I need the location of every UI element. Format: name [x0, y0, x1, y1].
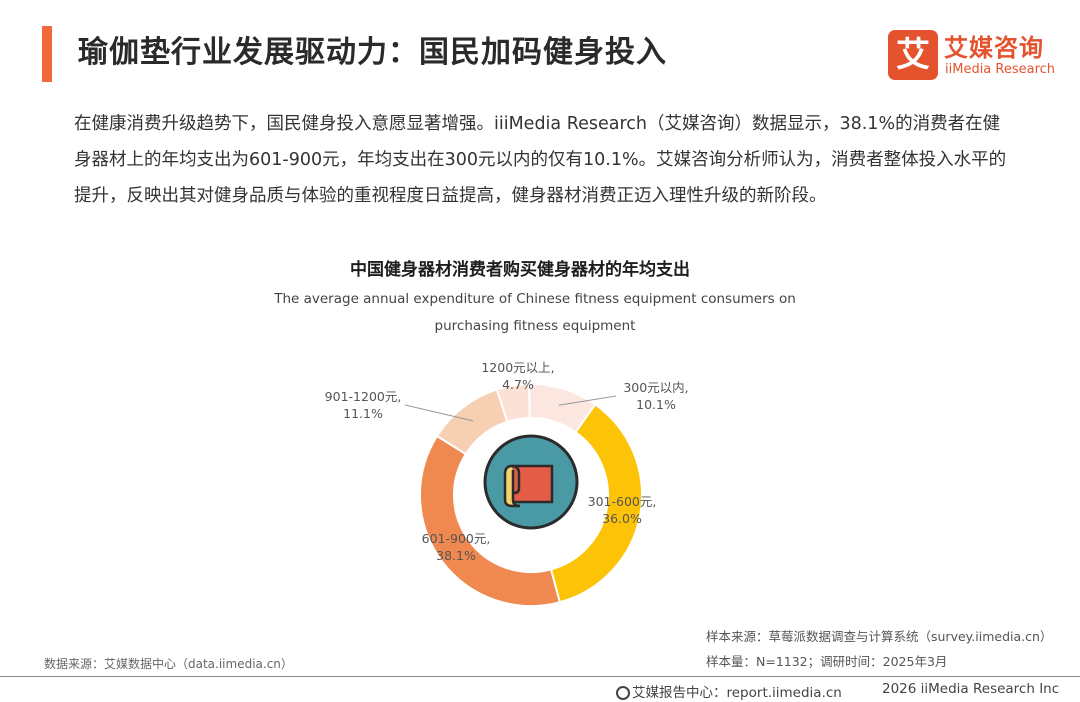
footer-copyright: 2026 iiMedia Research Inc [882, 681, 1060, 697]
leader-line [404, 404, 474, 422]
sample-size-note: 样本量：N=1132；调研时间：2025年3月 [706, 654, 948, 669]
scroll-map-icon [483, 434, 579, 530]
label-leader-lines [404, 395, 617, 422]
footer-divider [0, 676, 1080, 677]
chart-title: 中国健身器材消费者购买健身器材的年均支出 [350, 260, 690, 280]
donut-slice [549, 403, 643, 604]
globe-icon [616, 686, 630, 700]
slice-value-label: 36.0% [602, 511, 642, 526]
slice-label: 901-1200元, [325, 389, 402, 404]
footer-report-center: 艾媒报告中心：report.iimedia.cn [616, 681, 842, 701]
sample-source-note: 样本来源：草莓派数据调查与计算系统（survey.iimedia.cn） [706, 629, 1053, 644]
logo-mark: 艾 [888, 30, 938, 80]
donut-slices [419, 382, 643, 607]
report-center-link[interactable]: 艾媒报告中心：report.iimedia.cn [632, 685, 842, 701]
slice-labels: 300元以内, 10.1% 301-600元, 36.0% 601-900元, 38.1%… [325, 360, 689, 563]
donut-slice [419, 434, 562, 607]
slice-label: 301-600元, [588, 494, 657, 509]
logo-en: iiMedia Research [945, 62, 1056, 77]
slice-value-label: 38.1% [436, 548, 476, 563]
page-title: 瑜伽垫行业发展驱动力：国民加码健身投入 [78, 35, 667, 70]
title-accent-bar [42, 26, 52, 82]
data-source-note: 数据来源：艾媒数据中心（data.iimedia.cn） [44, 657, 293, 671]
slice-value-label: 10.1% [636, 397, 676, 412]
donut-slice [495, 382, 531, 423]
slice-value-label: 11.1% [343, 406, 383, 421]
brand-logo: 艾 艾媒咨询 iiMedia Research [888, 28, 1060, 82]
leader-line [558, 395, 617, 406]
slice-label: 300元以内, [623, 380, 688, 395]
logo-cn: 艾媒咨询 [944, 34, 1044, 62]
slice-label: 601-900元, [422, 531, 491, 546]
chart-subtitle: The average annual expenditure of Chines… [274, 291, 796, 334]
slice-label: 1200元以上, [481, 360, 554, 375]
slice-value-label: 4.7% [502, 377, 534, 392]
intro-paragraph: 在健康消费升级趋势下，国民健身投入意愿显著增强。iiiMedia Researc… [74, 114, 1007, 206]
